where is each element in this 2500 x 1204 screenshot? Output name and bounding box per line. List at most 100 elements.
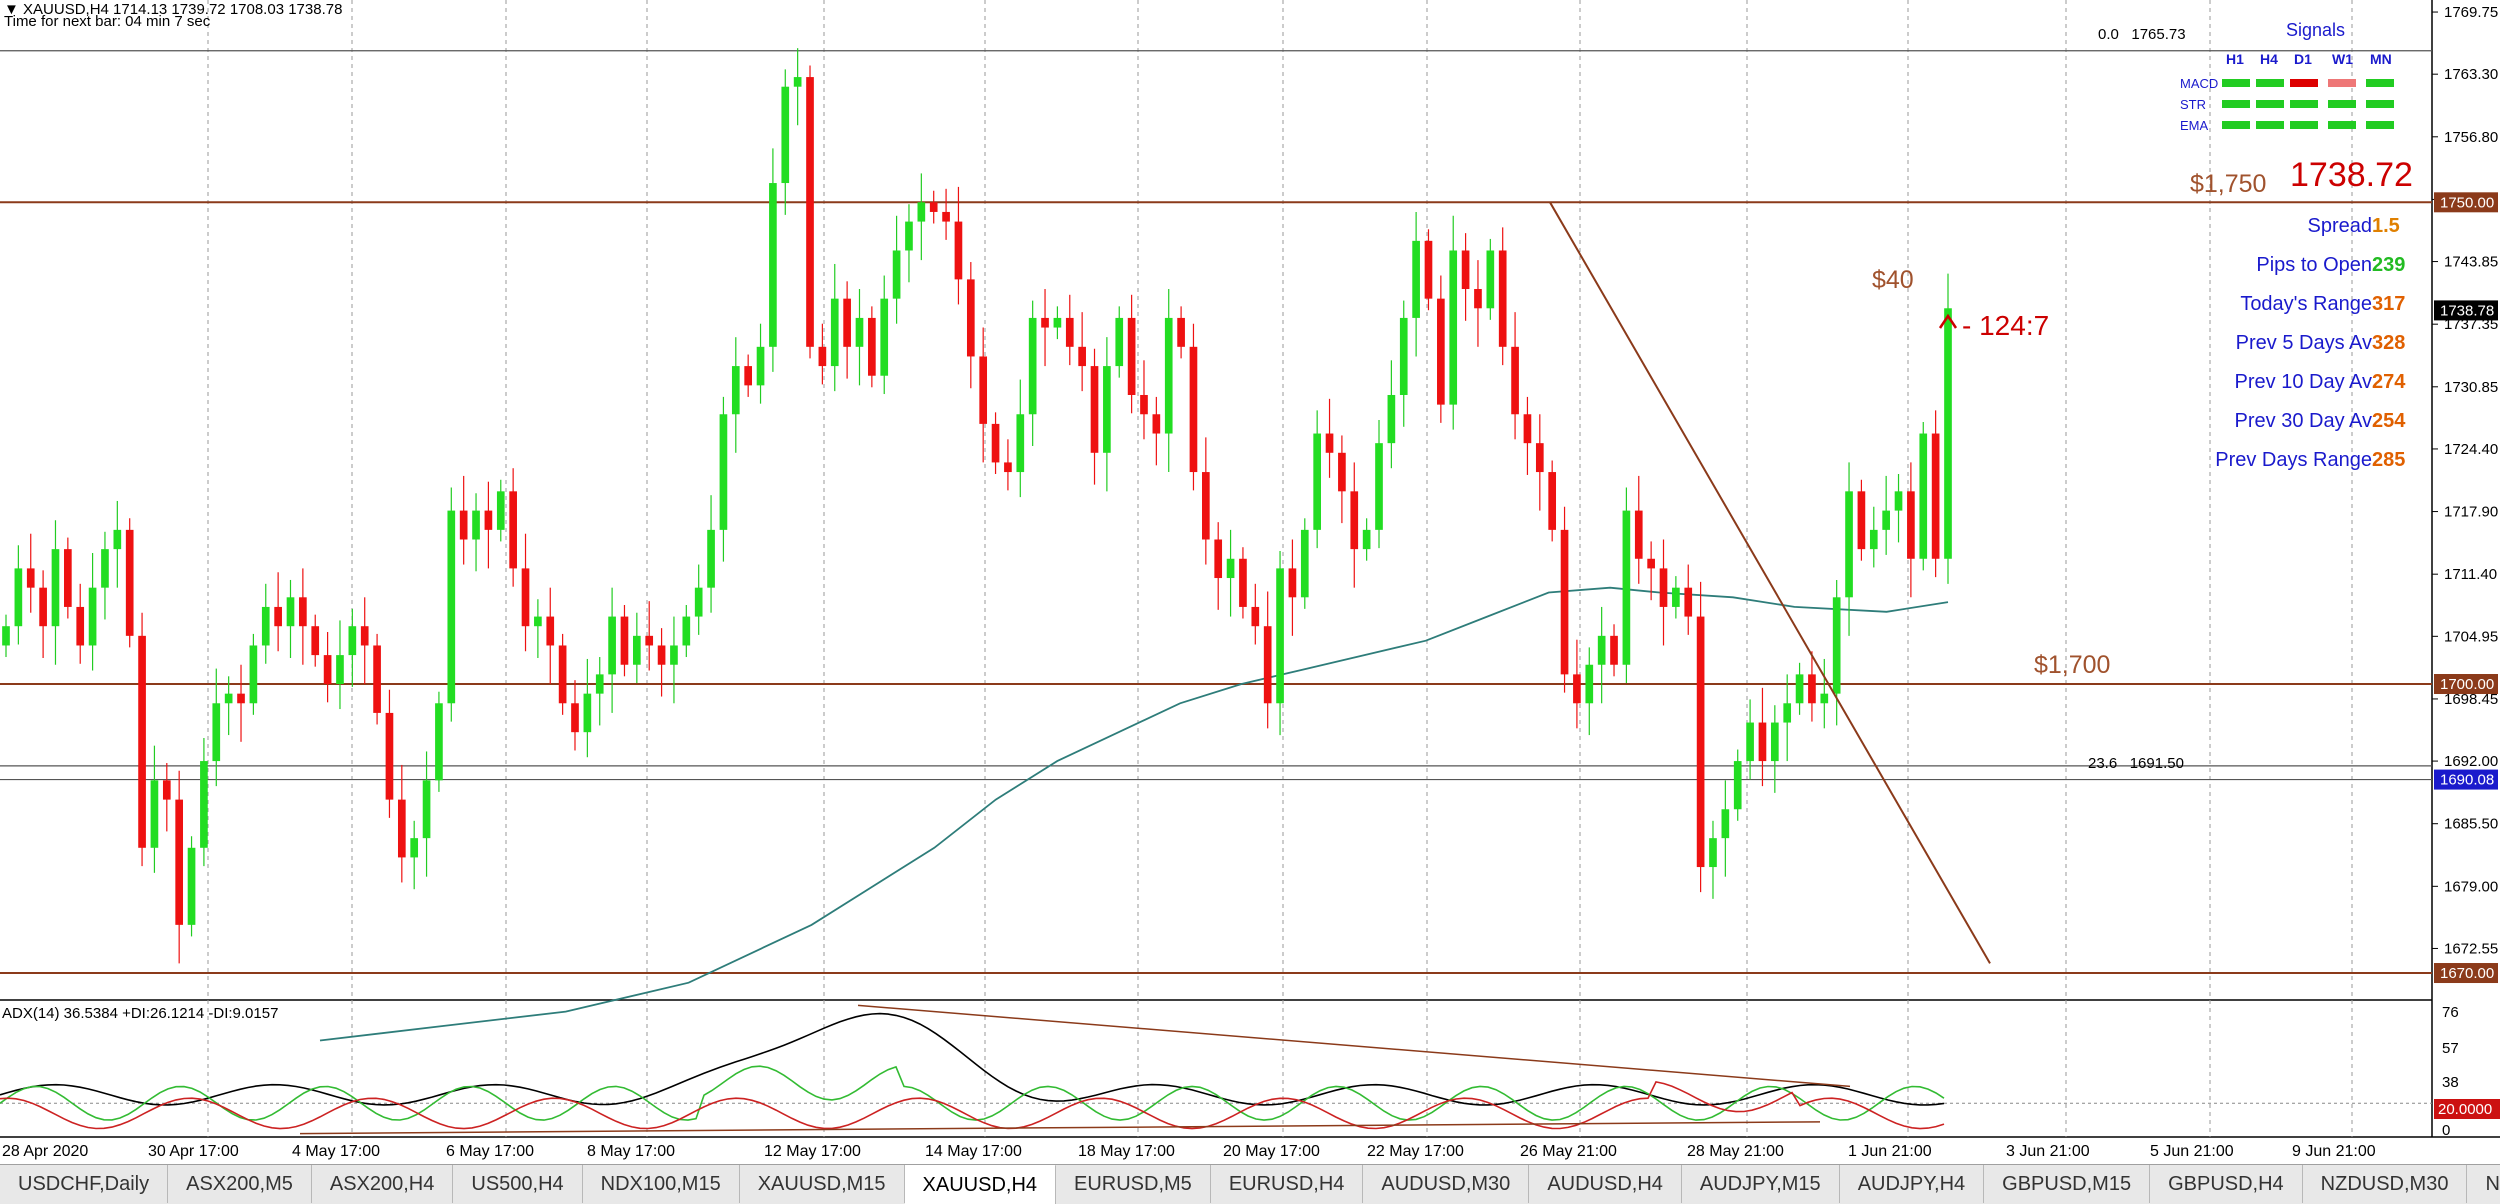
tab-ndx100-m15[interactable]: NDX100,M15 <box>583 1165 740 1203</box>
candle-body <box>1845 491 1853 598</box>
candle <box>855 289 864 386</box>
candle-body <box>1103 366 1111 453</box>
candle-body <box>2 626 10 646</box>
signal-cell <box>2290 121 2318 129</box>
candles <box>2 48 1952 964</box>
tab-nzdusd-h4[interactable]: NZDUSD,H4 <box>2467 1165 2500 1203</box>
candle <box>39 570 47 658</box>
tab-xauusd-h4[interactable]: XAUUSD,H4 <box>904 1165 1057 1204</box>
candle <box>1622 487 1631 684</box>
x-tick-label: 1 Jun 21:00 <box>1848 1143 1932 1160</box>
candle-body <box>1152 414 1161 434</box>
x-tick-label: 14 May 17:00 <box>925 1143 1022 1160</box>
candle <box>1115 306 1124 378</box>
price-tag: 1690.08 <box>2434 769 2498 790</box>
candle-body <box>595 674 604 694</box>
candle <box>323 631 332 703</box>
candle <box>1164 289 1173 473</box>
price-tag-label: 1700.00 <box>2440 676 2494 693</box>
price-chart[interactable]: 76 57 38 20.0000 0 1769.75 1763.30 1756.80 1750… <box>0 0 2500 1164</box>
candle-body <box>1016 414 1025 473</box>
tab-eurusd-m5[interactable]: EURUSD,M5 <box>1056 1165 1211 1203</box>
candle-body <box>1770 722 1779 762</box>
candle-body <box>1362 529 1371 550</box>
candle-body <box>769 183 777 347</box>
candle <box>769 148 777 372</box>
candle <box>1634 475 1643 584</box>
tab-gbpusd-m15[interactable]: GBPUSD,M15 <box>1984 1165 2151 1203</box>
candle <box>1338 435 1346 524</box>
candle-body <box>484 510 493 530</box>
x-tick-label: 6 May 17:00 <box>446 1143 534 1160</box>
candle-body <box>620 616 629 665</box>
candle <box>2 614 10 658</box>
candle-body <box>633 635 641 665</box>
signal-timeframe-mn: MN <box>2370 51 2392 67</box>
y-tick-label: 1769.75 <box>2444 4 2498 21</box>
candle <box>373 633 381 725</box>
tab-us500-h4[interactable]: US500,H4 <box>453 1165 583 1203</box>
candle <box>670 616 678 704</box>
candle <box>385 689 394 818</box>
stat-value: 274 <box>2372 371 2406 393</box>
tab-xauusd-m15[interactable]: XAUUSD,M15 <box>740 1165 905 1203</box>
candle <box>1758 687 1767 787</box>
fib-0-label: 0.0 1765.73 <box>2098 26 2186 43</box>
tab-nzdusd-m30[interactable]: NZDUSD,M30 <box>2303 1165 2468 1203</box>
candle-body <box>1560 529 1569 675</box>
tab-asx200-h4[interactable]: ASX200,H4 <box>312 1165 454 1203</box>
signal-cell <box>2222 121 2250 129</box>
candle <box>26 533 35 613</box>
signal-cell <box>2290 100 2318 108</box>
tab-asx200-m5[interactable]: ASX200,M5 <box>168 1165 312 1203</box>
candle <box>1288 539 1297 636</box>
bar-timer: Time for next bar: 04 min 7 sec <box>4 13 211 30</box>
tab-audjpy-m15[interactable]: AUDJPY,M15 <box>1682 1165 1840 1203</box>
x-tick-label: 3 Jun 21:00 <box>2006 1143 2090 1160</box>
x-tick-label: 28 Apr 2020 <box>2 1143 88 1160</box>
candle <box>1424 229 1433 311</box>
candle-body <box>1944 308 1952 559</box>
candle <box>286 579 295 658</box>
price-tag-label: 1738.78 <box>2440 302 2494 319</box>
candle-body <box>373 645 381 713</box>
candle-body <box>1548 472 1557 530</box>
candle <box>1053 306 1062 340</box>
tab-eurusd-h4[interactable]: EURUSD,H4 <box>1211 1165 1364 1203</box>
candle-body <box>1449 250 1458 405</box>
tab-usdchf-daily[interactable]: USDCHF,Daily <box>0 1165 169 1203</box>
candle-body <box>1201 472 1210 540</box>
candle-body <box>1647 558 1655 569</box>
candle <box>1919 421 1928 571</box>
candle-body <box>1214 539 1223 579</box>
candle-body <box>76 606 85 646</box>
candle <box>558 633 567 715</box>
candle-body <box>1004 462 1012 473</box>
price-tag-label: 1670.00 <box>2440 965 2494 982</box>
x-tick-label: 26 May 21:00 <box>1520 1143 1617 1160</box>
tab-audusd-h4[interactable]: AUDUSD,H4 <box>1529 1165 1682 1203</box>
candle-body <box>1276 568 1284 704</box>
candle-body <box>917 202 926 222</box>
candle-body <box>1733 761 1742 810</box>
candle <box>1597 606 1606 704</box>
candle <box>1140 360 1148 440</box>
candle <box>1820 658 1829 729</box>
tab-audusd-m30[interactable]: AUDUSD,M30 <box>1363 1165 1530 1203</box>
candle <box>731 337 740 453</box>
candle-body <box>1313 433 1321 530</box>
candle <box>1684 564 1693 635</box>
candle-body <box>1090 366 1099 453</box>
candle <box>224 676 233 736</box>
tab-audjpy-h4[interactable]: AUDJPY,H4 <box>1840 1165 1985 1203</box>
candle <box>1523 396 1532 475</box>
candle <box>435 691 443 792</box>
candle <box>880 275 889 395</box>
y-tick-label: 1737.35 <box>2444 316 2498 333</box>
candle <box>1486 238 1495 320</box>
candle-body <box>1721 809 1730 839</box>
candle-body <box>1300 529 1309 598</box>
price-tag-bg <box>2434 192 2498 213</box>
candle-body <box>1437 298 1445 405</box>
tab-gbpusd-h4[interactable]: GBPUSD,H4 <box>2150 1165 2303 1203</box>
